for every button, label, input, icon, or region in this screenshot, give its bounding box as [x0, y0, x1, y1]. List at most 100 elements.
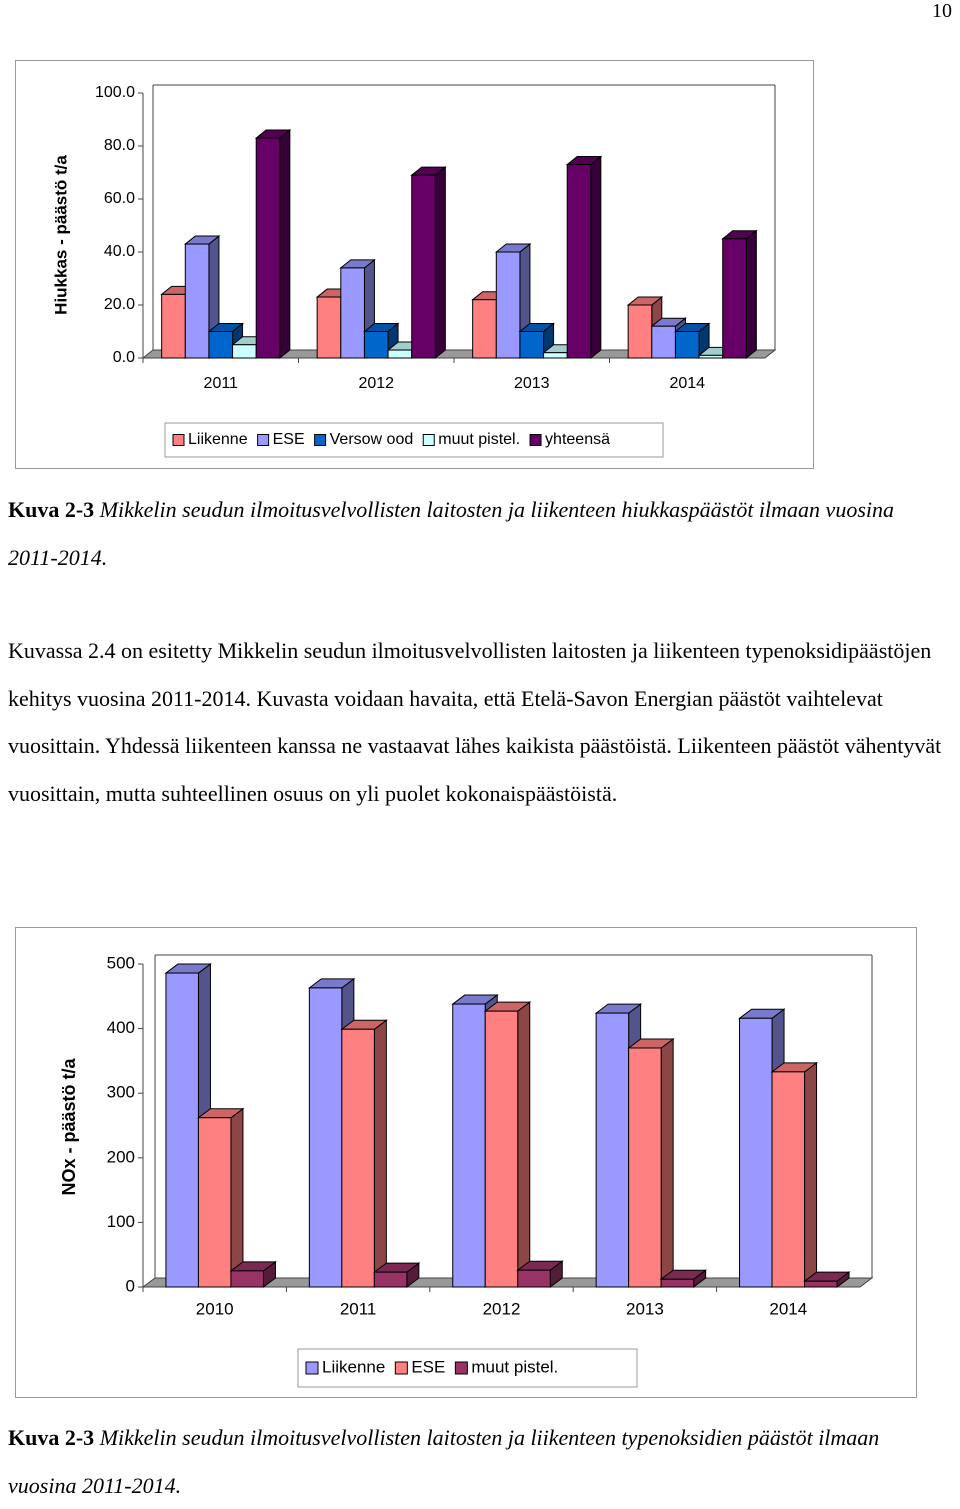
legend-item: ESE [394, 1357, 445, 1376]
legend-label: ESE [411, 1357, 445, 1376]
bar-front [566, 164, 592, 359]
bar-front [308, 987, 343, 1288]
y-tick-label: 20.0 [104, 296, 135, 313]
legend-label: ESE [273, 431, 305, 448]
legend-item: Versow ood [314, 431, 414, 448]
bar-front [495, 251, 521, 359]
legend-label: muut pistel. [438, 431, 520, 448]
legend-label: muut pistel. [471, 1357, 558, 1376]
bar-front [316, 296, 342, 359]
bar-front [208, 331, 234, 359]
x-tick-label: 2012 [358, 375, 394, 392]
x-tick-label: 2013 [626, 1299, 664, 1318]
chart-frame [15, 60, 814, 469]
bar-front [373, 1271, 408, 1288]
bar-front [651, 325, 676, 359]
chart: 0 100 200 300 400 500 NOx - päästö t/a 2010 2011… [15, 927, 917, 1398]
y-tick-label: 60.0 [104, 190, 135, 207]
bar-side [230, 1107, 244, 1288]
y-tick-label: 40.0 [104, 243, 135, 260]
chart: 0.0 20.0 40.0 60.0 80.0 100.0 Hiukkas - päästö… [15, 60, 814, 469]
bar-front [161, 293, 186, 359]
bar-front [363, 331, 389, 359]
legend-label: Liikenne [188, 431, 248, 448]
bar-front [340, 267, 365, 359]
y-tick-label: 0.0 [113, 349, 135, 366]
legend-item: muut pistel. [454, 1357, 558, 1376]
bar-front [341, 1028, 375, 1288]
legend-swatch [394, 1361, 408, 1375]
legend-swatch [257, 434, 270, 446]
bar-front [722, 238, 747, 359]
bar [518, 322, 555, 360]
legend-swatch [454, 1361, 468, 1375]
bar-front [519, 331, 545, 359]
legend-item: muut pistel. [422, 431, 520, 448]
x-tick-label: 2014 [669, 375, 705, 392]
bar [183, 235, 221, 360]
bar [627, 1037, 675, 1288]
y-tick-label: 500 [107, 953, 135, 972]
caption: Kuva 2-3 Mikkelin seudun ilmoitusvelvoll… [8, 1414, 943, 1509]
x-tick-label: 2012 [483, 1299, 521, 1318]
bar [372, 1262, 421, 1288]
bar [229, 1260, 277, 1288]
y-tick-label: 300 [107, 1083, 135, 1102]
bar-front [184, 243, 210, 359]
bar-front [739, 1017, 773, 1288]
legend-item: ESE [257, 431, 305, 448]
legend-swatch [529, 434, 542, 446]
legend-swatch [422, 434, 435, 446]
bar-front [628, 1047, 662, 1288]
bar [483, 1001, 532, 1288]
bar-side [373, 1019, 387, 1288]
bar-front [411, 174, 436, 359]
y-tick-label: 80.0 [104, 137, 135, 154]
caption-text: Mikkelin seudun ilmoitusvelvollisten lai… [8, 497, 894, 570]
bar-side [804, 1061, 818, 1288]
chart-frame [15, 927, 917, 1398]
legend-item: Liikenne [172, 431, 248, 448]
bar [516, 1260, 564, 1288]
bar [565, 155, 603, 360]
bar [207, 322, 244, 360]
caption-label: Kuva 2-3 [8, 1425, 95, 1450]
x-tick-label: 2010 [196, 1299, 234, 1318]
bar [254, 129, 292, 360]
bar [659, 1269, 708, 1288]
x-tick-label: 2011 [204, 375, 239, 392]
legend-item: Liikenne [305, 1357, 385, 1376]
y-axis-label: Hiukkas - päästö t/a [51, 155, 70, 315]
bar-side [517, 1001, 531, 1288]
x-tick-label: 2011 [340, 1299, 377, 1318]
bar [410, 166, 447, 360]
bar-front [165, 972, 199, 1288]
caption: Kuva 2-3 Mikkelin seudun ilmoitusvelvoll… [8, 486, 943, 581]
bar-front [232, 344, 257, 359]
bar-front [627, 304, 653, 359]
bar [770, 1061, 819, 1288]
bar-front [660, 1278, 695, 1288]
bar-front [674, 331, 700, 359]
bar-front [255, 137, 281, 359]
bar-front [484, 1010, 519, 1288]
bar-front [452, 1003, 486, 1288]
bar-front [472, 299, 497, 359]
legend-label: Versow ood [330, 431, 414, 448]
bar [803, 1271, 851, 1288]
y-tick-label: 0 [126, 1276, 135, 1295]
legend-swatch [314, 434, 327, 446]
page-number: 10 [932, 0, 952, 22]
bar-side [660, 1037, 674, 1288]
bar-front [387, 349, 413, 359]
y-axis-label: NOx - päästö t/a [59, 1057, 79, 1195]
bar-side [590, 155, 602, 360]
bar-side [745, 229, 757, 360]
bar-front [197, 1117, 232, 1288]
x-tick-label: 2013 [514, 375, 550, 392]
bar-side [279, 129, 291, 360]
bar [196, 1107, 245, 1288]
bar-front [804, 1280, 838, 1288]
bar-front [595, 1012, 630, 1288]
bar-front [771, 1071, 806, 1288]
